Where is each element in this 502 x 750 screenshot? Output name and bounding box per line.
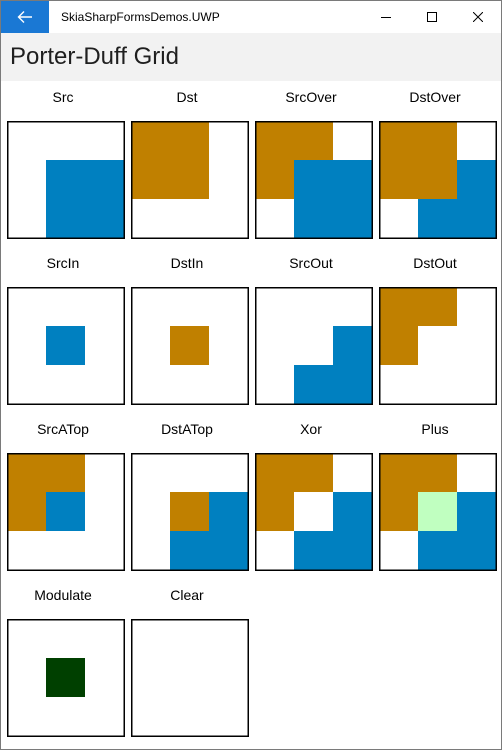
blend-canvas [131, 453, 249, 571]
blend-cell-srcatop: SrcATop [1, 413, 125, 579]
canvas-border [131, 121, 249, 239]
dst-rect [380, 122, 457, 199]
blend-cell-dstout: DstOut [373, 247, 497, 413]
blend-cell-modulate: Modulate [1, 579, 125, 745]
app-title: SkiaSharpFormsDemos.UWP [61, 10, 220, 24]
blend-canvas [379, 453, 497, 571]
blend-canvas [131, 619, 249, 737]
plus-overlap-rect [418, 492, 457, 531]
maximize-button[interactable] [409, 1, 455, 33]
blend-canvas [255, 453, 373, 571]
title-bar: SkiaSharpFormsDemos.UWP [1, 1, 501, 33]
blend-mode-label: DstOver [409, 89, 461, 105]
blend-canvas [379, 121, 497, 239]
minimize-button[interactable] [363, 1, 409, 33]
canvas-border [131, 453, 249, 571]
canvas-border [7, 121, 125, 239]
modulate-overlap-rect [46, 658, 85, 697]
blend-mode-label: DstIn [170, 255, 204, 271]
blend-canvas [255, 287, 373, 405]
blend-mode-label: DstOut [413, 255, 457, 271]
dst-only-shape [380, 454, 457, 531]
blend-cell-dstatop: DstATop [125, 413, 249, 579]
minimize-icon [381, 17, 391, 18]
blend-canvas [7, 453, 125, 571]
blend-canvas [255, 121, 373, 239]
blend-canvas [131, 121, 249, 239]
blend-mode-label: Src [52, 89, 74, 105]
canvas-border [7, 287, 125, 405]
src-out-shape [294, 326, 372, 404]
blend-cell-srcin: SrcIn [1, 247, 125, 413]
canvas-border [7, 619, 125, 737]
blend-mode-label: Dst [176, 89, 198, 105]
dst-in-rect [170, 326, 209, 365]
blend-mode-label: DstATop [161, 421, 213, 437]
canvas-border [7, 453, 125, 571]
canvas-border [131, 619, 249, 737]
dst-out-shape [380, 288, 457, 365]
canvas-border [379, 121, 497, 239]
maximize-icon [427, 12, 437, 22]
canvas-border [255, 287, 373, 405]
canvas-border [255, 121, 373, 239]
blend-canvas [7, 619, 125, 737]
canvas-background [132, 620, 248, 736]
back-arrow-icon [17, 11, 32, 23]
back-button[interactable] [1, 1, 49, 33]
blend-canvas [131, 287, 249, 405]
blend-cell-srcout: SrcOut [249, 247, 373, 413]
close-icon [473, 12, 483, 22]
blend-canvas [7, 287, 125, 405]
dst-atop-rect [170, 492, 209, 531]
blend-mode-label: Modulate [34, 587, 92, 603]
blend-mode-label: SrcATop [37, 421, 89, 437]
blend-mode-label: SrcIn [46, 255, 80, 271]
dst-only-shape [256, 454, 333, 531]
dst-rect [132, 122, 209, 199]
close-button[interactable] [455, 1, 501, 33]
canvas-border [255, 453, 373, 571]
blend-mode-label: Xor [300, 421, 322, 437]
blend-cell-srcover: SrcOver [249, 81, 373, 247]
blend-canvas [7, 121, 125, 239]
blend-cell-dst: Dst [125, 81, 249, 247]
blend-mode-label: SrcOut [289, 255, 333, 271]
src-rect [294, 160, 372, 238]
page-title: Porter-Duff Grid [10, 43, 179, 70]
blend-cell-src: Src [1, 81, 125, 247]
blend-cell-dstin: DstIn [125, 247, 249, 413]
src-only-shape [294, 492, 372, 570]
src-rect [46, 160, 124, 238]
blend-mode-label: Clear [170, 587, 204, 603]
blend-cell-dstover: DstOver [373, 81, 497, 247]
canvas-border [379, 287, 497, 405]
blend-mode-label: SrcOver [285, 89, 337, 105]
page-header: Porter-Duff Grid [1, 33, 501, 81]
blend-cell-plus: Plus [373, 413, 497, 579]
blend-mode-label: Plus [421, 421, 449, 437]
blend-cell-xor: Xor [249, 413, 373, 579]
blend-canvas [379, 287, 497, 405]
blend-cell-clear: Clear [125, 579, 249, 745]
canvas-border [379, 453, 497, 571]
src-atop-rect [46, 492, 85, 531]
canvas-border [131, 287, 249, 405]
src-in-rect [46, 326, 85, 365]
